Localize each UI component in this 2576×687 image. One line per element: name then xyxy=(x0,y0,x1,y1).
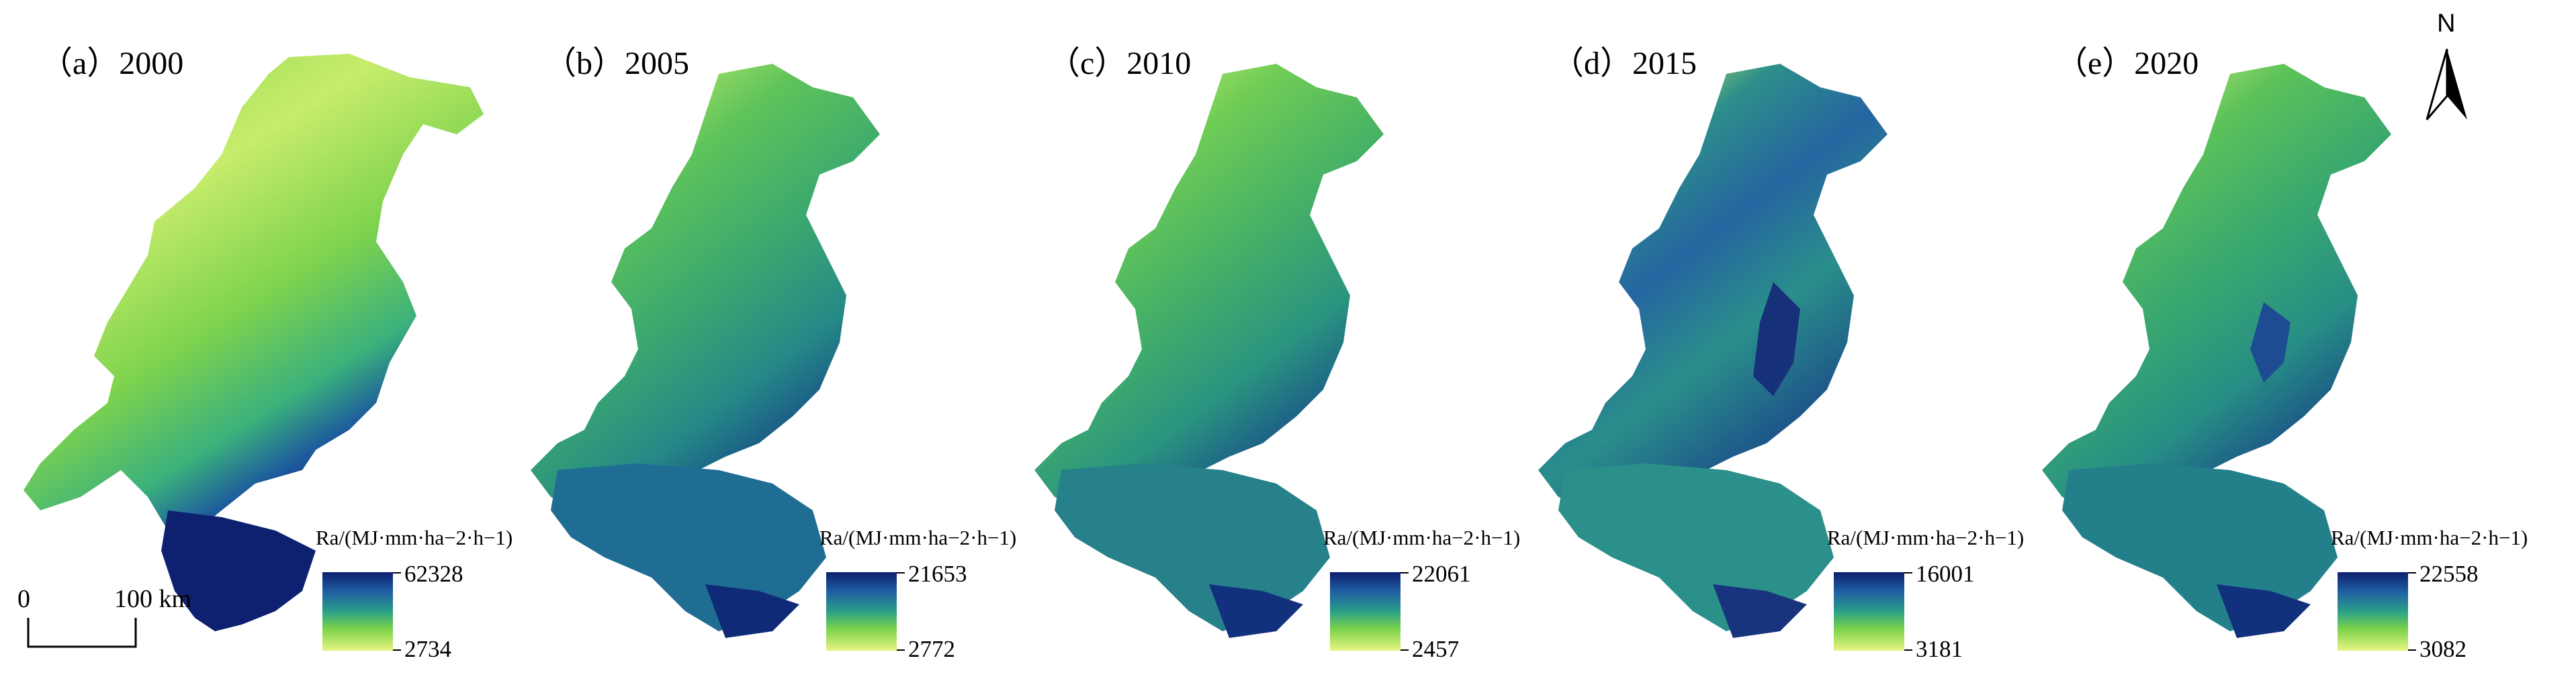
region-map-2005 xyxy=(531,64,880,638)
legend-title: Ra/(MJ·mm·ha−2·h−1) xyxy=(2331,526,2528,549)
map-panel-2000: （a）2000 Ra/(MJ·mm·ha−2·h−1) 62328 2734 xyxy=(0,0,513,687)
scale-zero-label: 0 xyxy=(17,585,30,613)
legend-title: Ra/(MJ·mm·ha−2·h−1) xyxy=(1323,526,1521,549)
color-ramp xyxy=(2338,572,2408,651)
color-ramp xyxy=(826,572,897,651)
legend-tick-min xyxy=(393,649,401,651)
legend-max-value: 21653 xyxy=(908,561,967,587)
color-ramp xyxy=(1834,572,1904,651)
legend-tick-min xyxy=(1401,649,1409,651)
legend-tick-min xyxy=(1904,649,1912,651)
map-panel-2015: （d）2015 Ra/(MJ·mm·ha−2·h−1) 16001 3181 xyxy=(1511,0,2024,687)
scale-distance-label: 100 km xyxy=(114,585,192,613)
legend-min-value: 2457 xyxy=(1412,636,1459,662)
legend-max-value: 16001 xyxy=(1916,561,1975,587)
legend-tick-max xyxy=(2408,572,2416,574)
panel-title: （a）2000 xyxy=(40,46,184,81)
legend-tick-min xyxy=(2408,649,2416,651)
panel-title: （c）2010 xyxy=(1048,46,1192,81)
map-panel-2010: （c）2010 Ra/(MJ·mm·ha−2·h−1) 22061 2457 xyxy=(1008,0,1520,687)
legend-tick-max xyxy=(1401,572,1409,574)
legend-tick-max xyxy=(1904,572,1912,574)
panel-title: （d）2015 xyxy=(1552,46,1697,81)
region-map-2020 xyxy=(2042,64,2391,638)
north-arrow-icon xyxy=(2426,48,2467,120)
legend-title: Ra/(MJ·mm·ha−2·h−1) xyxy=(1827,526,2025,549)
legend-min-value: 3082 xyxy=(2419,636,2467,662)
legend-tick-min xyxy=(897,649,905,651)
map-panel-2005: （b）2005 Ra/(MJ·mm·ha−2·h−1) 21653 2772 xyxy=(504,0,1016,687)
legend-max-value: 22558 xyxy=(2419,561,2479,587)
color-ramp xyxy=(322,572,393,651)
legend-title: Ra/(MJ·mm·ha−2·h−1) xyxy=(316,526,513,549)
panel-title: （b）2005 xyxy=(544,46,690,81)
map-panel-2020: （e）2020 Ra/(MJ·mm·ha−2·h−1) 22558 3082 xyxy=(2015,0,2528,687)
legend-tick-max xyxy=(897,572,905,574)
legend-max-value: 22061 xyxy=(1412,561,1471,587)
north-label: N xyxy=(2437,9,2456,38)
legend-max-value: 62328 xyxy=(404,561,463,587)
region-map-2015 xyxy=(1538,64,1887,638)
legend-tick-max xyxy=(393,572,401,574)
legend-title: Ra/(MJ·mm·ha−2·h−1) xyxy=(819,526,1017,549)
region-map-2000 xyxy=(24,54,484,631)
region-map-2010 xyxy=(1034,64,1384,638)
panel-title: （e）2020 xyxy=(2055,46,2199,81)
scale-bar xyxy=(27,618,137,648)
legend-min-value: 2734 xyxy=(404,636,451,662)
legend-min-value: 2772 xyxy=(908,636,955,662)
legend-min-value: 3181 xyxy=(1916,636,1963,662)
color-ramp xyxy=(1330,572,1401,651)
